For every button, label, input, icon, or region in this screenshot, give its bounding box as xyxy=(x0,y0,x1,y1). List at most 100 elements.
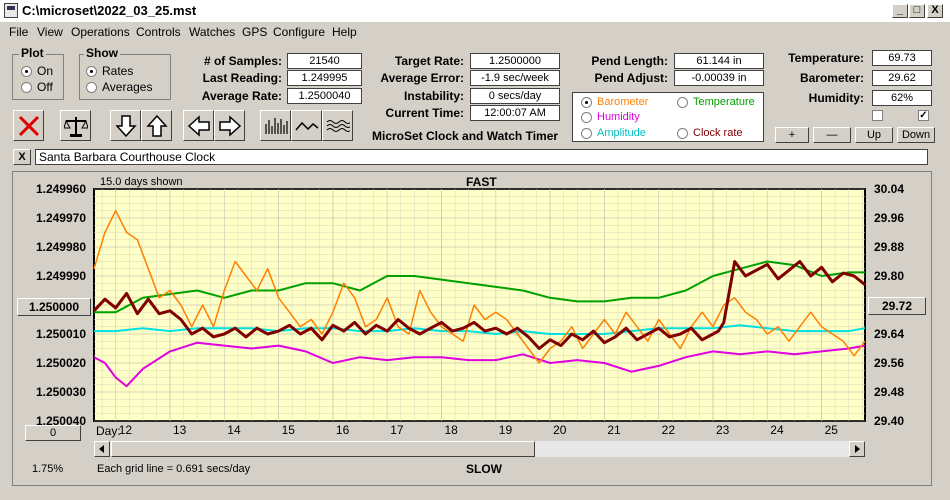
pend-adjust-label: Pend Adjust: xyxy=(594,71,668,85)
percent-label: 1.75% xyxy=(32,463,64,475)
left-tick-label: 1.250040 xyxy=(36,414,86,428)
radio-dot xyxy=(677,96,688,108)
menu-gps[interactable]: GPS xyxy=(242,25,268,39)
show-group-title: Show xyxy=(84,46,120,60)
scale-icon xyxy=(64,117,88,137)
arrow-down-button[interactable] xyxy=(110,110,141,141)
right-tick-label: 29.56 xyxy=(874,356,904,370)
pend-length-value: 61.144 in xyxy=(674,53,764,69)
radio-dot xyxy=(581,96,592,108)
minus-button[interactable]: — xyxy=(813,127,851,143)
overlay-amplitude-radio[interactable]: Amplitude xyxy=(581,127,646,139)
average-rate-label: Average Rate: xyxy=(201,89,282,103)
right-tick-label: 30.04 xyxy=(874,182,904,196)
bar-graph-icon xyxy=(265,118,288,134)
menu-file[interactable]: File xyxy=(9,25,29,39)
average-rate-value: 1.2500040 xyxy=(287,88,362,104)
down-button[interactable]: Down xyxy=(897,127,935,143)
plot-off-radio[interactable]: Off xyxy=(21,80,53,94)
show-rates-radio[interactable]: Rates xyxy=(86,64,133,78)
instability-value: 0 secs/day xyxy=(470,88,560,104)
barometer-value: 29.62 xyxy=(872,70,932,86)
instability-label: Instability: xyxy=(403,89,464,103)
scroll-right-icon xyxy=(855,445,860,453)
minimize-button[interactable]: _ xyxy=(892,4,908,18)
current-time-value: 12:00:07 AM xyxy=(470,105,560,121)
menu-watches[interactable]: Watches xyxy=(189,25,236,39)
radio-dot xyxy=(21,65,32,77)
arrow-left-button[interactable] xyxy=(183,110,214,141)
menu-operations[interactable]: Operations xyxy=(71,25,130,39)
day-tick-label: 21 xyxy=(607,423,621,437)
day-tick-label: 13 xyxy=(173,423,187,437)
grid-lines xyxy=(94,188,865,422)
samples-label: # of Samples: xyxy=(203,54,282,68)
left-tick-label: 1.250030 xyxy=(36,385,86,399)
app-icon xyxy=(4,3,18,18)
checkbox-left[interactable] xyxy=(872,110,883,121)
show-averages-radio[interactable]: Averages xyxy=(86,80,152,94)
horizontal-scrollbar[interactable] xyxy=(94,441,865,457)
overlay-temperature-radio[interactable]: Temperature xyxy=(677,96,755,108)
pend-adjust-value: -0.00039 in xyxy=(674,70,764,86)
stop-button[interactable] xyxy=(13,110,44,141)
day-axis-label: Day: xyxy=(96,424,121,438)
clear-name-button[interactable]: X xyxy=(13,149,31,165)
balance-button[interactable] xyxy=(60,110,91,141)
pend-length-label: Pend Length: xyxy=(591,54,668,68)
line-view-button[interactable] xyxy=(291,110,322,141)
wave-icon xyxy=(326,120,350,132)
day-tick-label: 15 xyxy=(282,423,296,437)
plus-button[interactable]: + xyxy=(775,127,809,143)
grid-note: Each grid line = 0.691 secs/day xyxy=(97,463,251,475)
bars-view-button[interactable] xyxy=(260,110,291,141)
up-button[interactable]: Up xyxy=(855,127,893,143)
left-scale-button[interactable]: 1.250000 xyxy=(17,298,91,316)
plot-on-radio[interactable]: On xyxy=(21,64,53,78)
clock-name-input[interactable]: Santa Barbara Courthouse Clock xyxy=(35,149,928,165)
left-axis: 1.2499601.2499701.2499801.2499901.250000… xyxy=(36,182,86,428)
checkbox-right[interactable]: ✓ xyxy=(918,110,929,121)
wave-view-button[interactable] xyxy=(322,110,353,141)
day-tick-label: 22 xyxy=(662,423,676,437)
line-graph-icon xyxy=(295,121,319,131)
zero-button[interactable]: 0 xyxy=(25,425,81,441)
arrow-down-icon xyxy=(115,115,137,138)
slow-label: SLOW xyxy=(466,462,502,476)
clock-rate-line xyxy=(92,260,866,350)
temperature-line xyxy=(94,260,865,314)
humidity-value: 62% xyxy=(872,90,932,106)
menu-view[interactable]: View xyxy=(37,25,63,39)
right-scale-button[interactable]: 29.72 xyxy=(868,297,926,315)
close-button[interactable]: X xyxy=(927,4,943,18)
arrow-left-icon xyxy=(187,115,210,137)
day-tick-label: 16 xyxy=(336,423,350,437)
day-tick-label: 19 xyxy=(499,423,513,437)
radio-dot xyxy=(581,127,592,139)
maximize-button[interactable]: □ xyxy=(909,4,925,18)
arrow-up-button[interactable] xyxy=(141,110,172,141)
app-title: MicroSet Clock and Watch Timer xyxy=(372,129,559,143)
overlay-humidity-radio[interactable]: Humidity xyxy=(581,111,640,123)
amplitude-line xyxy=(94,324,866,335)
overlay-clockrate-radio[interactable]: Clock rate xyxy=(677,127,743,139)
overlay-barometer-radio[interactable]: Barometer xyxy=(581,96,648,108)
menu-controls[interactable]: Controls xyxy=(136,25,181,39)
scroll-left-arrow[interactable] xyxy=(94,441,110,457)
series-group xyxy=(92,209,866,388)
day-tick-label: 17 xyxy=(390,423,404,437)
day-tick-label: 25 xyxy=(825,423,839,437)
right-tick-label: 29.40 xyxy=(874,414,904,428)
scroll-thumb[interactable] xyxy=(111,441,535,457)
left-tick-label: 1.249990 xyxy=(36,269,86,283)
menu-help[interactable]: Help xyxy=(332,25,357,39)
samples-value: 21540 xyxy=(287,53,362,69)
arrow-right-button[interactable] xyxy=(214,110,245,141)
fast-label: FAST xyxy=(466,175,497,189)
scroll-right-arrow[interactable] xyxy=(849,441,865,457)
day-tick-label: 24 xyxy=(770,423,784,437)
left-tick-label: 1.249980 xyxy=(36,240,86,254)
humidity-label: Humidity: xyxy=(808,91,864,105)
day-tick-label: 23 xyxy=(716,423,730,437)
menu-configure[interactable]: Configure xyxy=(273,25,326,39)
